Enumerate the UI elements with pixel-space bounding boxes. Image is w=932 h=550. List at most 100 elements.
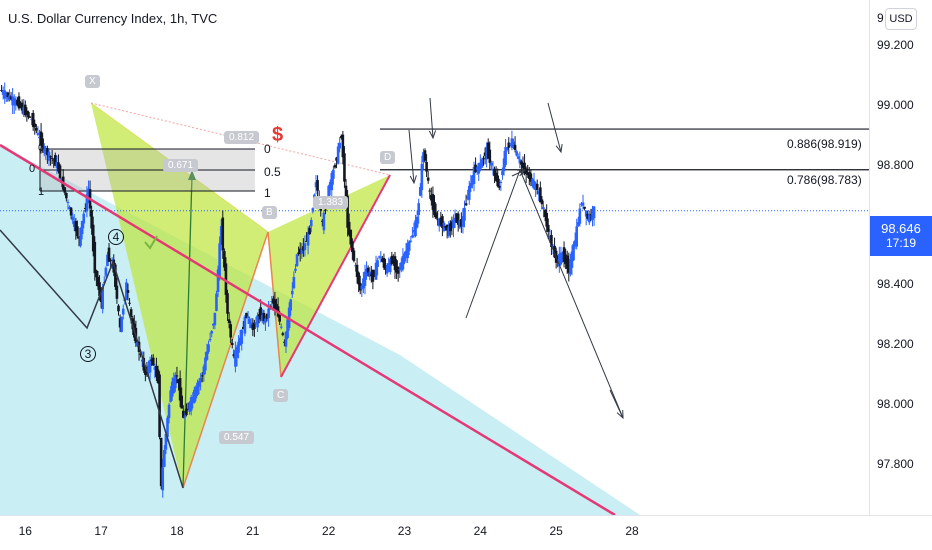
candle-body bbox=[467, 185, 471, 200]
candle-body bbox=[474, 164, 477, 173]
candle-body bbox=[242, 326, 245, 330]
candle-body bbox=[38, 136, 41, 139]
candle-body bbox=[57, 162, 60, 172]
candle-body bbox=[136, 341, 139, 347]
candle-body bbox=[441, 216, 444, 229]
candle-body bbox=[235, 346, 239, 358]
point-x-label: X bbox=[85, 75, 100, 88]
candle-body bbox=[218, 243, 221, 277]
candle-body bbox=[346, 195, 349, 228]
candle-body bbox=[240, 329, 244, 344]
candle-body bbox=[204, 357, 207, 371]
candle-body bbox=[396, 266, 400, 274]
candle-body bbox=[344, 185, 348, 200]
candle-body bbox=[8, 95, 11, 101]
price-axis[interactable] bbox=[869, 0, 870, 515]
candle-body bbox=[376, 260, 379, 267]
down-arrow-3-head bbox=[555, 144, 563, 154]
candle-body bbox=[450, 221, 454, 228]
pattern-ab-edge bbox=[182, 231, 269, 489]
candle-body bbox=[42, 146, 46, 154]
down-arrow-2 bbox=[429, 97, 434, 139]
candle-body bbox=[215, 293, 218, 312]
candle-body bbox=[163, 449, 166, 467]
candle-body bbox=[224, 263, 228, 295]
candle-body bbox=[202, 366, 206, 375]
x-tick-label: 23 bbox=[397, 524, 412, 538]
candle-body bbox=[107, 247, 111, 262]
candle-body bbox=[400, 262, 403, 271]
small-fib-label-0b: 0 bbox=[29, 163, 36, 175]
candle-body bbox=[592, 206, 596, 219]
candle-body bbox=[570, 251, 574, 268]
candle-body bbox=[358, 282, 362, 291]
pattern-triangle-xab bbox=[91, 103, 268, 488]
candle-body bbox=[573, 240, 577, 246]
candle-body bbox=[452, 219, 455, 229]
candle-body bbox=[352, 250, 356, 262]
candle-body bbox=[311, 208, 315, 212]
candle-body bbox=[93, 241, 97, 274]
candle-body bbox=[529, 173, 533, 182]
drawings bbox=[0, 97, 624, 517]
candle-body bbox=[1, 90, 5, 95]
candle-body bbox=[436, 219, 439, 221]
candle-body bbox=[322, 212, 326, 231]
currency-badge[interactable]: USD bbox=[885, 8, 917, 30]
top-price-partial: 9 bbox=[877, 11, 884, 25]
candle-body bbox=[384, 265, 387, 270]
candle-body bbox=[246, 316, 250, 319]
candle-body bbox=[28, 116, 32, 118]
candle-body bbox=[286, 319, 289, 338]
y-tick-label: 97.800 bbox=[877, 457, 914, 472]
candle-body bbox=[398, 269, 402, 271]
pattern-cd-edge bbox=[280, 174, 391, 378]
candle-body bbox=[82, 213, 86, 224]
candle-body bbox=[77, 236, 81, 239]
candle-body bbox=[512, 141, 515, 148]
candle-body bbox=[14, 99, 18, 106]
candle-body bbox=[377, 256, 381, 258]
small-fib-label-1: 1 bbox=[38, 186, 45, 198]
down-arrow-3 bbox=[547, 102, 562, 153]
candle-body bbox=[153, 367, 157, 370]
candle-body bbox=[333, 165, 337, 168]
candle-body bbox=[497, 185, 501, 188]
candle-body bbox=[395, 260, 398, 273]
candle-body bbox=[414, 220, 417, 237]
candle-body bbox=[521, 163, 525, 169]
candle-body bbox=[524, 168, 528, 175]
y-tick-label: 98.000 bbox=[877, 397, 914, 412]
candle-body bbox=[27, 111, 30, 118]
candle-body bbox=[531, 178, 534, 186]
time-axis[interactable] bbox=[0, 515, 932, 516]
candle-body bbox=[354, 265, 357, 267]
candle-body bbox=[409, 240, 413, 242]
candle-body bbox=[223, 251, 226, 268]
retracement-arrow-line bbox=[182, 174, 193, 489]
candle-body bbox=[412, 230, 416, 233]
dollar-symbol: $ bbox=[272, 124, 284, 146]
candle-body bbox=[207, 344, 210, 352]
retracement-arrow-head bbox=[188, 170, 196, 180]
candle-body bbox=[12, 98, 16, 106]
candle-body bbox=[191, 396, 195, 400]
candle-body bbox=[371, 269, 375, 282]
y-tick-label: 99.000 bbox=[877, 97, 914, 112]
candle-body bbox=[458, 220, 462, 228]
candle-body bbox=[576, 222, 580, 226]
candle-body bbox=[117, 305, 120, 312]
candle-body bbox=[289, 299, 293, 311]
candle-body bbox=[532, 180, 536, 189]
candle-body bbox=[523, 162, 526, 174]
candle-body bbox=[347, 221, 351, 235]
candle-body bbox=[588, 214, 591, 223]
candle-body bbox=[120, 316, 123, 332]
candle-body bbox=[499, 181, 503, 183]
zigzag-arrow-up bbox=[511, 169, 526, 177]
candle-body bbox=[90, 210, 93, 229]
candle-body bbox=[158, 374, 161, 438]
projection-zigzag bbox=[465, 168, 624, 419]
candle-body bbox=[109, 259, 112, 262]
